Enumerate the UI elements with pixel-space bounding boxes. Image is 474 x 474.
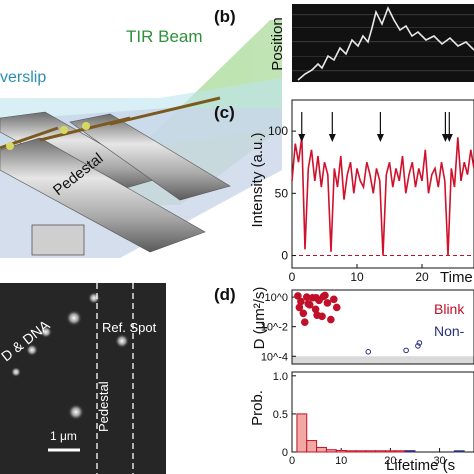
fluorescent-spot: [66, 310, 82, 326]
x-tick-label: 20: [415, 270, 429, 284]
blink-point: [319, 292, 328, 301]
panel-b-letter: (b): [214, 7, 236, 26]
panel-d-letter: (d): [214, 285, 236, 304]
blink-point: [304, 300, 313, 308]
noise-floor-band: [292, 356, 474, 364]
panel-c-letter: (c): [214, 103, 235, 122]
blink-point: [300, 318, 309, 327]
x-tick-label: 10: [335, 455, 347, 467]
blink-point: [330, 295, 338, 304]
y-tick-label: 50: [275, 186, 289, 200]
micrograph-pedestal-label: Pedestal: [96, 381, 111, 432]
intensity-plot: 0 50 100 0 10 20: [268, 99, 474, 284]
blink-point: [299, 309, 308, 318]
fluorescent-spot: [115, 334, 129, 348]
rod-back: [0, 111, 161, 193]
blink-bar: [384, 450, 396, 453]
panel-c: (c) Intensity (a.u.) 0 50 100 0 10 20 Time: [214, 99, 474, 286]
pedestal-rods: [0, 111, 231, 256]
y-tick-label: 10^-4: [261, 351, 288, 363]
blink-arrowhead: [328, 134, 336, 142]
micrograph-background: [0, 283, 166, 474]
blink-point: [323, 299, 332, 307]
panel-c-ylabel: Intensity (a.u.): [249, 132, 266, 227]
panel-d-ylabel-bottom: Prob.: [249, 390, 266, 426]
blink-point: [295, 303, 304, 312]
blink-arrowhead: [445, 134, 453, 142]
x-tick-label: 0: [289, 455, 295, 467]
blink-bar: [365, 450, 377, 453]
pedestal-end: [31, 224, 85, 256]
blink-arrowhead: [298, 134, 306, 142]
non-blink-bar: [404, 450, 416, 453]
y-tick-label: 0: [281, 249, 288, 263]
blink-point: [313, 311, 321, 319]
tir-beam-label: TIR Beam: [126, 27, 203, 46]
kymograph-noise: [292, 14, 474, 72]
y-tick-label: 0: [282, 447, 288, 459]
non-blink-point: [416, 340, 423, 346]
blink-bar: [296, 413, 308, 453]
blink-point: [332, 303, 341, 312]
non-blink-bar: [453, 450, 465, 453]
quantum-dot: [6, 142, 14, 150]
blink-bar: [335, 449, 347, 453]
panel-c-xlabel: Time: [440, 269, 473, 286]
blink-point: [312, 293, 320, 302]
blink-bar: [306, 440, 318, 453]
legend-non: Non-: [434, 323, 465, 339]
rod-middle: [0, 137, 206, 253]
blink-bar: [345, 450, 357, 453]
quantum-dot: [82, 122, 90, 130]
x-tick-label: 30: [433, 455, 445, 467]
y-tick-label: 100: [268, 124, 288, 138]
panel-d-xlabel: Lifetime (s: [386, 457, 455, 474]
x-tick-label: 10: [350, 270, 364, 284]
kymograph-trace: [297, 6, 474, 81]
lifetime-histogram: 0 0.5 1.0 0 10 20 30: [273, 371, 474, 467]
blink-bar: [325, 449, 337, 453]
panel-b: (b) Position: [214, 4, 474, 82]
blink-point: [327, 315, 335, 324]
ref-spot-label: Ref. Spot: [102, 320, 157, 335]
dna-strand: [109, 96, 221, 126]
panel-d-ylabel-top: D (μm²/s): [251, 287, 268, 350]
y-tick-label: 10^0: [264, 292, 288, 304]
panel-b-ylabel: Position: [269, 17, 286, 70]
blink-bar: [316, 446, 327, 453]
diffusion-scatter: 10^0 10^-2 10^-4: [261, 289, 474, 365]
non-blink-point: [415, 343, 421, 349]
blink-bar: [355, 450, 367, 453]
plot-frame: [291, 371, 474, 453]
blink-bar: [375, 450, 386, 453]
scale-bar-label: 1 μm: [50, 429, 77, 443]
plot-frame: [291, 99, 474, 269]
fluorescent-spot: [88, 292, 100, 304]
non-blink-point: [365, 349, 372, 355]
y-tick-label: 1.0: [273, 371, 288, 383]
coverslip-label: verslip: [0, 69, 46, 86]
fluorescent-spot: [26, 344, 38, 356]
dna-strands: [0, 96, 221, 150]
panel-a-schematic: TIR Beam verslip Pedestal: [0, 20, 282, 258]
y-tick-label: 0.5: [273, 409, 288, 421]
x-tick-label: 0: [289, 270, 296, 284]
intensity-trace: [291, 137, 474, 256]
fluorescent-spot: [40, 326, 52, 338]
fluorescent-spot: [68, 404, 84, 420]
rod-front: [69, 113, 231, 201]
quantum-dot: [60, 126, 68, 134]
y-tick-label: 10^-2: [261, 322, 288, 334]
x-tick-label: 20: [384, 455, 396, 467]
panel-d: (d) D (μm²/s) Prob. 10^0 10^-2 10^-4 0 0.5 1…: [214, 285, 474, 474]
micrograph: D & DNA Ref. Spot Pedestal 1 μm: [0, 283, 166, 474]
non-blink-point: [403, 347, 409, 354]
blink-arrowhead: [376, 134, 384, 142]
blink-bar: [394, 450, 406, 453]
legend-blink: Blink: [434, 301, 465, 317]
fluorescent-spot: [11, 367, 21, 377]
